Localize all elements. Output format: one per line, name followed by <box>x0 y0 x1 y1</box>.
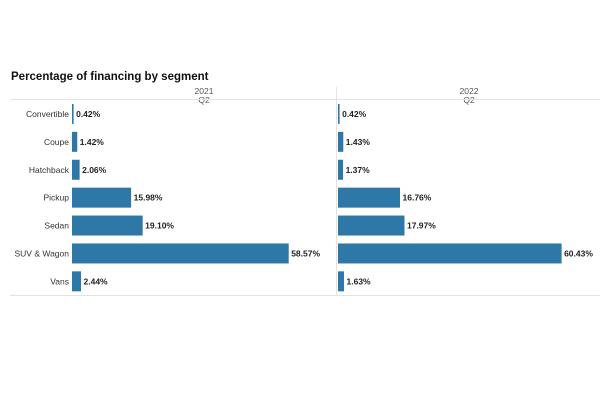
category-label-suv-and-wagon: SUV & Wagon <box>15 248 70 258</box>
bar-2022-convertible <box>338 103 340 124</box>
bar-2021-suv-and-wagon <box>72 243 289 264</box>
bar-2021-vans <box>72 271 82 292</box>
chart-title: Percentage of financing by segment <box>11 71 209 83</box>
data-label-2021-hatchback: 2.06% <box>82 165 107 175</box>
bar-2021-convertible <box>72 103 74 124</box>
data-label-2022-coupe: 1.43% <box>346 137 371 147</box>
category-label-convertible: Convertible <box>26 109 69 119</box>
bar-2022-hatchback <box>338 159 344 180</box>
bar-2021-coupe <box>72 131 78 152</box>
data-label-2022-suv-and-wagon: 60.43% <box>564 248 593 258</box>
bar-2022-suv-and-wagon <box>338 243 562 264</box>
panel-quarter-2022: Q2 <box>463 95 475 105</box>
panel-quarter-2021: Q2 <box>198 95 210 105</box>
data-label-2022-vans: 1.63% <box>347 276 372 286</box>
bar-2021-hatchback <box>72 159 80 180</box>
data-label-2022-convertible: 0.42% <box>342 109 367 119</box>
data-label-2021-suv-and-wagon: 58.57% <box>291 248 320 258</box>
panel-header-2021: 2021 Q2 <box>72 87 336 105</box>
bar-2022-vans <box>338 271 345 292</box>
category-label-hatchback: Hatchback <box>29 165 70 175</box>
bar-2022-sedan <box>338 215 405 236</box>
data-label-2021-pickup: 15.98% <box>134 193 163 203</box>
header-divider <box>10 99 600 100</box>
data-label-2022-pickup: 16.76% <box>403 193 432 203</box>
category-label-pickup: Pickup <box>43 193 69 203</box>
data-label-2021-convertible: 0.42% <box>76 109 101 119</box>
bar-2022-coupe <box>338 131 344 152</box>
data-label-2022-sedan: 17.97% <box>407 221 436 231</box>
category-label-vans: Vans <box>50 276 69 286</box>
panel-divider <box>336 87 337 296</box>
data-label-2021-coupe: 1.42% <box>80 137 105 147</box>
panel-header-2022: 2022 Q2 <box>338 87 600 105</box>
category-label-sedan: Sedan <box>44 221 69 231</box>
panel-year-2021: 2021 <box>194 86 214 96</box>
bar-2022-pickup <box>338 187 401 208</box>
data-label-2022-hatchback: 1.37% <box>346 165 371 175</box>
data-label-2021-vans: 2.44% <box>84 276 109 286</box>
bottom-divider <box>10 295 600 296</box>
bar-2021-pickup <box>72 187 132 208</box>
category-label-coupe: Coupe <box>44 137 69 147</box>
bar-2021-sedan <box>72 215 143 236</box>
panel-year-2022: 2022 <box>459 86 479 96</box>
data-label-2021-sedan: 19.10% <box>145 221 174 231</box>
